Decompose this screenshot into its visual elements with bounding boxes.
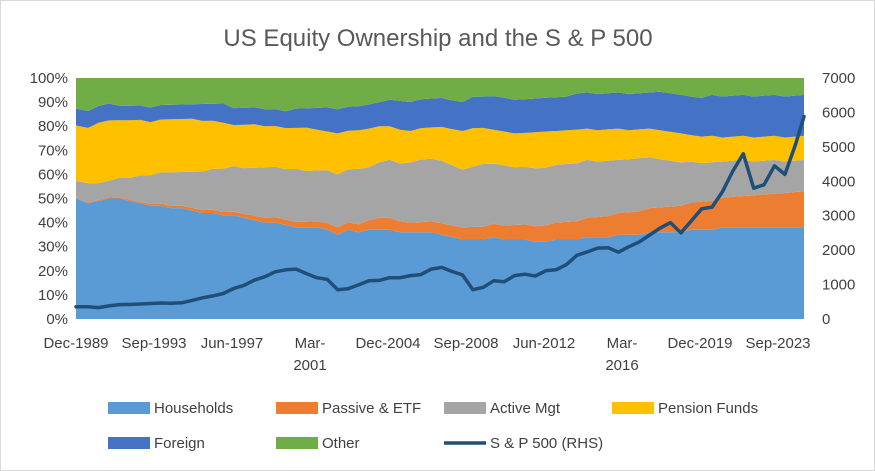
x-tick-label: Jun-2012 [513,335,576,352]
right-tick-label: 2000 [822,242,855,259]
left-tick-label: 40% [38,215,68,232]
right-axis: 0 1000 2000 3000 4000 5000 6000 7000 [822,70,855,328]
area-foreign [76,91,804,138]
legend-item-passive-etf: Passive & ETF [276,400,421,417]
x-axis: Dec-1989 Sep-1993 Jun-1997 Mar- 2001 Dec-2004… [43,335,810,374]
legend-swatch [276,437,318,449]
area-households [76,198,804,319]
x-tick-label: Sep-1993 [121,335,186,352]
legend-item-foreign: Foreign [108,435,205,452]
legend-swatch [276,402,318,414]
right-tick-label: 6000 [822,104,855,121]
x-tick-label: Mar- [295,335,326,352]
left-tick-label: 0% [46,311,68,328]
x-tick-label: Sep-2008 [433,335,498,352]
right-tick-label: 3000 [822,208,855,225]
legend-item-households: Households [108,400,233,417]
x-tick-label: Sep-2023 [745,335,810,352]
right-tick-label: 7000 [822,70,855,87]
x-tick-label: Dec-2004 [355,335,420,352]
area-passive-etf [76,191,804,242]
legend-label: Other [322,435,360,452]
right-tick-label: 5000 [822,139,855,156]
stacked-areas [76,78,804,319]
x-tick-label: 2001 [293,357,326,374]
x-tick-label: Jun-1997 [201,335,264,352]
x-tick-label: Mar- [607,335,638,352]
legend-item-pension-funds: Pension Funds [612,400,758,417]
legend-item-other: Other [276,435,360,452]
sp500-line-layer [74,114,806,310]
x-tick-label: Dec-2019 [667,335,732,352]
chart-title: US Equity Ownership and the S & P 500 [223,25,652,52]
left-tick-label: 70% [38,142,68,159]
left-tick-label: 10% [38,287,68,304]
legend-swatch [612,402,654,414]
legend-label: S & P 500 (RHS) [490,435,603,452]
area-pension-funds [76,118,804,184]
sp500-line [74,114,806,310]
legend-label: Foreign [154,435,205,452]
legend-item-active-mgt: Active Mgt [444,400,561,417]
right-tick-label: 1000 [822,277,855,294]
right-tick-label: 4000 [822,173,855,190]
area-active-mgt [76,157,804,228]
legend-swatch [108,437,150,449]
left-tick-label: 60% [38,166,68,183]
left-tick-label: 100% [30,70,68,87]
left-axis: 0% 10% 20% 30% 40% 50% 60% 70% 80% 90% 100% [30,70,68,328]
legend-item-s-p-500-rhs: S & P 500 (RHS) [444,435,603,452]
left-tick-label: 50% [38,191,68,208]
area-other [76,78,804,112]
legend: Households Passive & ETF Active Mgt Pension… [108,400,758,452]
right-tick-label: 0 [822,311,830,328]
x-tick-label: Dec-1989 [43,335,108,352]
x-tick-label: 2016 [605,357,638,374]
legend-label: Pension Funds [658,400,758,417]
legend-swatch [444,402,486,414]
legend-label: Active Mgt [490,400,561,417]
left-tick-label: 30% [38,239,68,256]
left-tick-label: 80% [38,118,68,135]
left-tick-label: 20% [38,263,68,280]
legend-label: Households [154,400,233,417]
legend-label: Passive & ETF [322,400,421,417]
legend-swatch [108,402,150,414]
left-tick-label: 90% [38,94,68,111]
